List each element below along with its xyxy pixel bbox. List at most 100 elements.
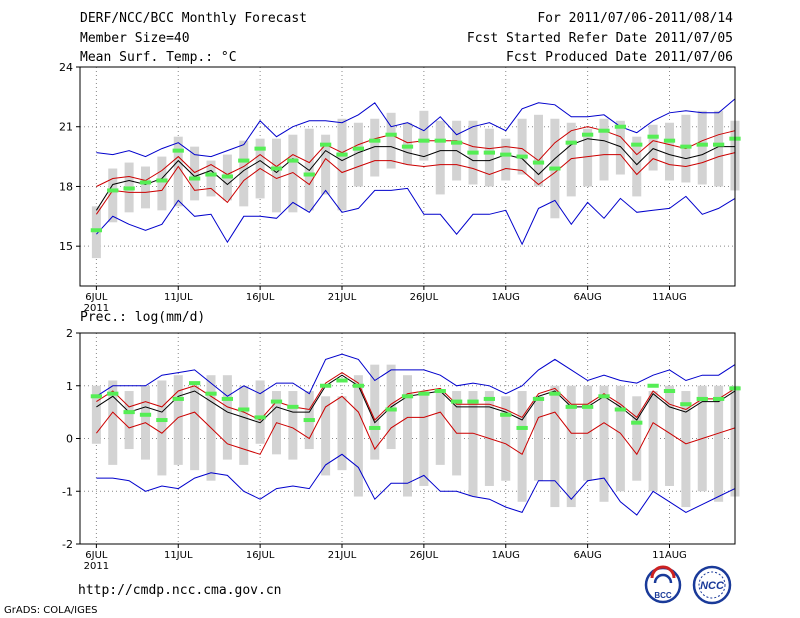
median-marker bbox=[107, 188, 119, 193]
median-marker bbox=[614, 407, 627, 412]
bcc-logo: BCC bbox=[644, 565, 682, 604]
median-marker bbox=[303, 418, 315, 423]
median-marker bbox=[238, 158, 250, 163]
ensemble-box bbox=[632, 396, 642, 481]
precip-label: Prec.: log(mm/d) bbox=[80, 310, 205, 325]
ensemble-box bbox=[157, 380, 167, 476]
median-marker bbox=[139, 180, 152, 185]
median-marker bbox=[172, 396, 184, 401]
ncc-logo: NCC bbox=[692, 565, 732, 605]
median-marker bbox=[647, 134, 659, 139]
median-marker bbox=[156, 178, 168, 183]
ensemble-box bbox=[370, 118, 380, 177]
forecast-started: Fcst Started Refer Date 2011/07/05 bbox=[467, 31, 733, 46]
ensemble-box bbox=[190, 146, 200, 201]
median-marker bbox=[500, 412, 512, 417]
median-marker bbox=[123, 410, 135, 415]
median-marker bbox=[434, 389, 446, 394]
median-marker bbox=[418, 391, 430, 396]
ensemble-box bbox=[321, 396, 331, 476]
ensemble-box bbox=[566, 385, 576, 508]
forecast-period: For 2011/07/06-2011/08/14 bbox=[537, 11, 733, 26]
median-marker bbox=[336, 152, 348, 157]
bcc-logo-text: BCC bbox=[654, 591, 672, 600]
x-tick-label: 21JUL bbox=[328, 292, 357, 303]
x-tick-label: 21JUL bbox=[328, 550, 357, 561]
series-line-lower-spread bbox=[95, 152, 736, 215]
ensemble-box bbox=[468, 391, 478, 497]
median-marker bbox=[385, 407, 397, 412]
median-marker bbox=[549, 391, 561, 396]
plot-frame bbox=[79, 66, 736, 287]
ensemble-box bbox=[386, 112, 396, 169]
median-marker bbox=[663, 138, 676, 143]
median-marker bbox=[532, 396, 545, 401]
median-marker bbox=[90, 394, 103, 399]
ensemble-box bbox=[402, 375, 413, 497]
median-marker bbox=[614, 124, 627, 129]
y-tick-label: 2 bbox=[66, 327, 73, 340]
ensemble-box bbox=[288, 134, 298, 213]
median-marker bbox=[696, 396, 708, 401]
median-marker bbox=[287, 404, 299, 409]
median-marker bbox=[467, 150, 479, 155]
ensemble-box bbox=[681, 391, 691, 508]
ensemble-box bbox=[206, 160, 216, 197]
median-marker bbox=[221, 174, 234, 179]
median-marker bbox=[352, 383, 365, 388]
ensemble-box bbox=[337, 396, 347, 471]
ensemble-box bbox=[321, 134, 331, 195]
median-marker bbox=[336, 378, 348, 383]
x-tick-label: 26JUL bbox=[410, 292, 439, 303]
variable-label: Mean Surf. Temp.: °C bbox=[80, 50, 237, 65]
median-marker bbox=[221, 396, 234, 401]
median-marker bbox=[565, 140, 577, 145]
grads-credit: GrADS: COLA/IGES bbox=[4, 605, 98, 616]
series-line-ensemble-mean bbox=[96, 374, 736, 424]
ensemble-box bbox=[157, 156, 167, 211]
ensemble-box bbox=[239, 385, 249, 465]
y-tick-label: 15 bbox=[59, 240, 73, 253]
series-line-upper-spread bbox=[96, 372, 736, 421]
median-marker bbox=[107, 391, 119, 396]
x-tick-label: 26JUL bbox=[410, 550, 439, 561]
median-marker bbox=[581, 404, 594, 409]
median-marker bbox=[450, 140, 463, 145]
ensemble-box bbox=[648, 391, 658, 492]
ensemble-box bbox=[566, 122, 576, 197]
median-marker bbox=[631, 420, 643, 425]
median-marker bbox=[401, 394, 414, 399]
median-marker bbox=[205, 391, 217, 396]
median-marker bbox=[238, 407, 250, 412]
ensemble-box bbox=[517, 391, 527, 502]
ensemble-box bbox=[108, 168, 118, 223]
ensemble-box bbox=[91, 385, 101, 444]
ensemble-box bbox=[190, 385, 200, 471]
ensemble-box bbox=[648, 124, 658, 171]
ensemble-box bbox=[353, 122, 363, 187]
median-marker bbox=[663, 389, 676, 394]
median-marker bbox=[123, 186, 135, 191]
ensemble-box bbox=[664, 385, 675, 486]
median-marker bbox=[319, 142, 332, 147]
source-url[interactable]: http://cmdp.ncc.cma.gov.cn bbox=[78, 583, 282, 598]
ensemble-box bbox=[664, 122, 675, 181]
y-tick-label: 21 bbox=[59, 121, 73, 134]
median-marker bbox=[90, 228, 103, 233]
series-line-maximum bbox=[96, 98, 736, 158]
x-tick-label: 6JUL bbox=[85, 550, 108, 561]
ensemble-box bbox=[255, 380, 265, 444]
median-marker bbox=[712, 396, 725, 401]
series-line-ensemble-mean bbox=[95, 138, 735, 211]
member-size: Member Size=40 bbox=[80, 31, 190, 46]
ensemble-box bbox=[239, 140, 249, 207]
median-marker bbox=[581, 132, 594, 137]
median-marker bbox=[450, 399, 463, 404]
x-tick-label: 1AUG bbox=[492, 550, 520, 561]
ensemble-box bbox=[435, 120, 445, 195]
ensemble-box bbox=[173, 136, 183, 207]
ensemble-box bbox=[583, 128, 593, 187]
median-marker bbox=[434, 138, 446, 143]
ensemble-box bbox=[419, 391, 429, 486]
median-marker bbox=[139, 412, 152, 417]
